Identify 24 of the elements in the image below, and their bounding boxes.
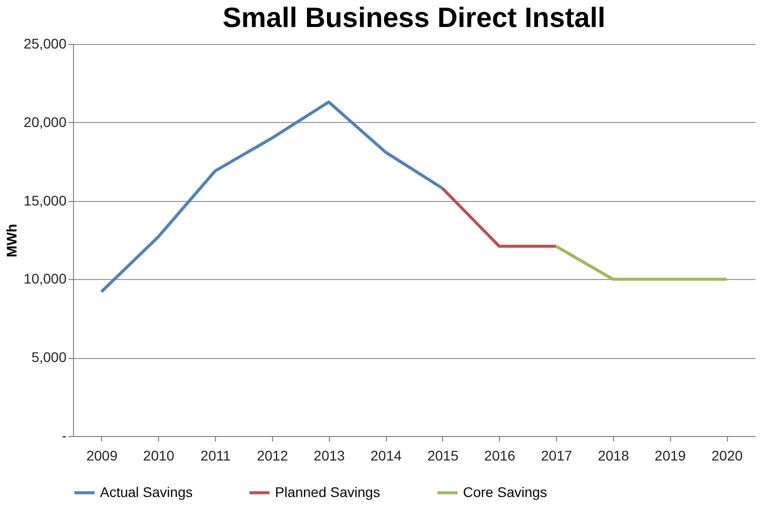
y-tick-label: -: [62, 428, 67, 444]
x-tick-label: 2011: [200, 448, 231, 464]
x-tick-label: 2014: [370, 448, 402, 464]
legend-label: Actual Savings: [100, 484, 193, 500]
x-tick-label: 2020: [712, 448, 743, 464]
legend-label: Planned Savings: [275, 484, 380, 500]
y-tick-label: 15,000: [24, 192, 67, 208]
x-tick-label: 2012: [256, 448, 288, 464]
x-tick-label: 2010: [143, 448, 175, 464]
x-tick-label: 2013: [314, 448, 346, 464]
line-series: [100, 100, 444, 294]
x-tick-label: 2015: [427, 448, 459, 464]
x-tick-label: 2019: [654, 448, 686, 464]
y-tick-label: 5,000: [31, 349, 67, 366]
x-tick-label: 2009: [86, 448, 118, 464]
y-tick-label: 25,000: [24, 36, 67, 52]
y-tick-label: 20,000: [24, 114, 67, 130]
x-tick-label: 2016: [484, 448, 516, 464]
legend-label: Core Savings: [463, 484, 548, 500]
x-tick-label: 2017: [541, 448, 572, 464]
y-axis-title: MWh: [4, 224, 20, 258]
chart-title: Small Business Direct Install: [222, 2, 606, 33]
x-tick-label: 2018: [598, 448, 630, 464]
y-tick-label: 10,000: [24, 270, 67, 287]
